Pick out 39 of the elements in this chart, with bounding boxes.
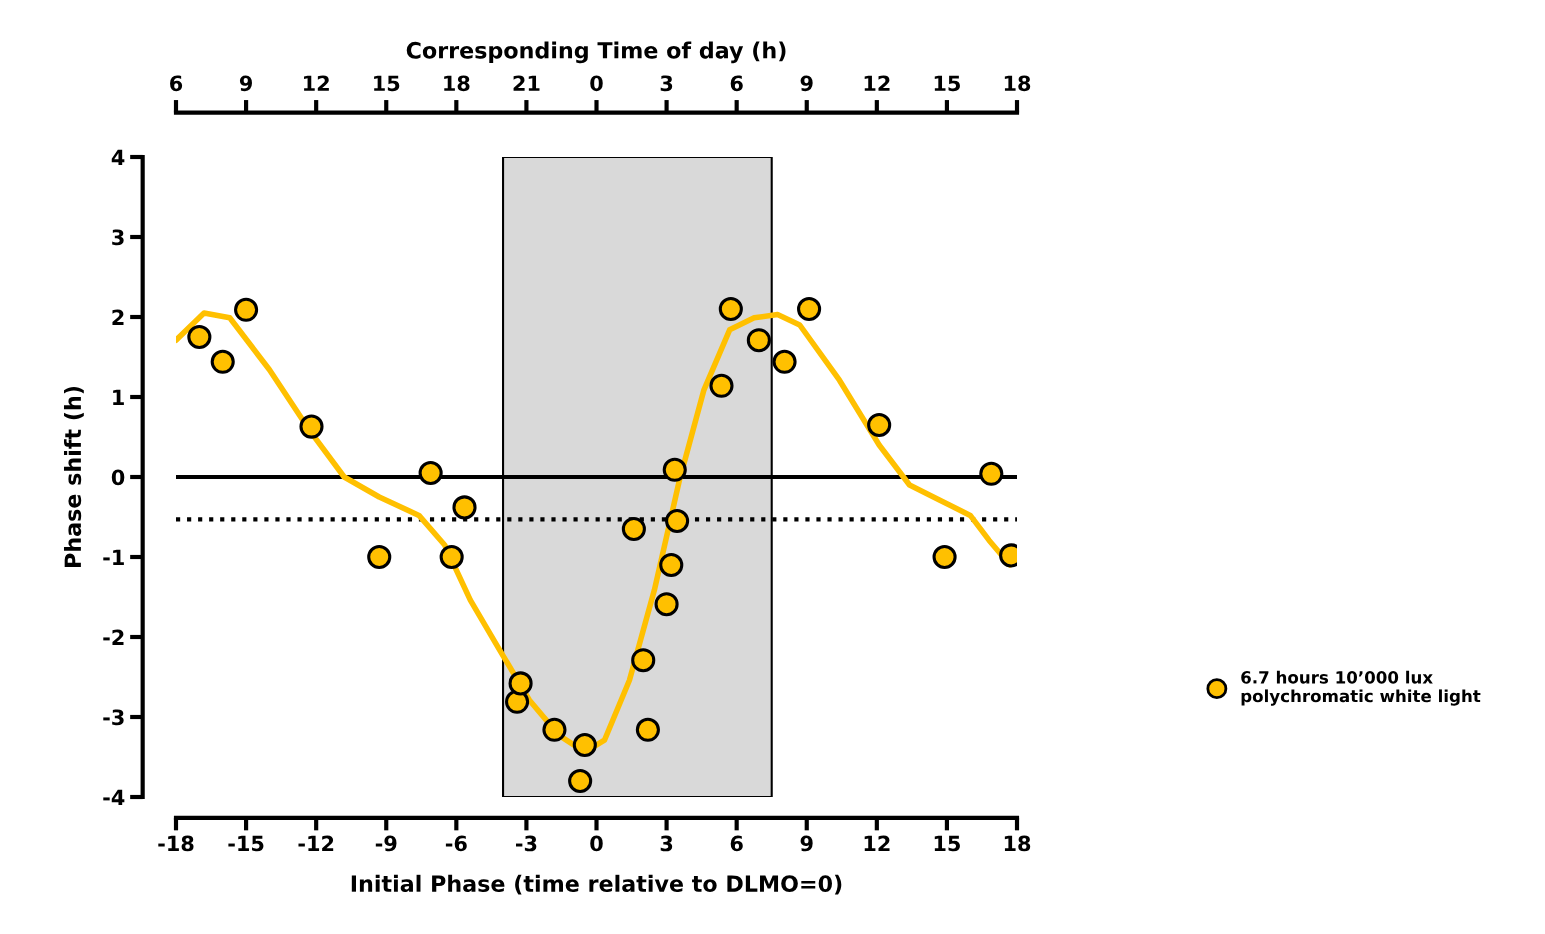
x2-tick-label: 3	[660, 75, 673, 92]
x-tick-label: -12	[298, 835, 334, 852]
x2-tick-label: 15	[934, 75, 960, 92]
x-tick-label: 15	[934, 835, 960, 852]
x-tick-label: 9	[800, 835, 813, 852]
x-axis-title: Initial Phase (time relative to DLMO=0)	[351, 874, 842, 895]
y-tick-label: 1	[113, 389, 124, 405]
x-tick-label: -15	[228, 835, 264, 852]
x-tick-label: 3	[660, 835, 673, 852]
x2-tick-label: 9	[239, 75, 252, 92]
y-tick-label: -4	[103, 789, 125, 805]
x-tick-label: 18	[1004, 835, 1031, 852]
x-tick-label: 6	[730, 835, 743, 852]
x2-tick-label: 12	[864, 75, 890, 91]
x2-tick-label: 18	[444, 75, 470, 92]
x2-tick-label: 21	[513, 75, 540, 91]
x2-tick-label: 18	[1004, 75, 1031, 92]
x-tick-label: -3	[515, 835, 537, 852]
x2-axis-title: Corresponding Time of day (h)	[406, 41, 786, 64]
y-tick-label: -3	[103, 709, 124, 726]
legend-label: 6.7 hours 10’000 lux polychromatic white light	[1241, 670, 1481, 706]
x2-tick-label: 15	[374, 75, 400, 92]
y-tick-label: 0	[111, 469, 125, 486]
x-tick-label: -18	[158, 835, 194, 852]
y-tick-label: -2	[103, 629, 124, 645]
y-tick-label: 4	[111, 149, 125, 165]
x2-tick-label: 6	[170, 75, 183, 92]
x-tick-label: -9	[375, 835, 397, 852]
x-tick-label: 12	[864, 835, 890, 852]
y-tick-label: 2	[112, 309, 124, 325]
x-tick-label: -6	[445, 835, 467, 852]
y-axis-title: Phase shift (h)	[63, 386, 84, 567]
x2-tick-label: 6	[730, 75, 743, 92]
y-tick-label: -1	[103, 549, 124, 565]
y-tick-label: 3	[112, 229, 124, 246]
x2-tick-label: 12	[304, 75, 329, 91]
x-tick-label: 0	[590, 835, 603, 852]
x2-tick-label: 0	[590, 75, 603, 92]
x2-tick-label: 9	[800, 75, 813, 92]
